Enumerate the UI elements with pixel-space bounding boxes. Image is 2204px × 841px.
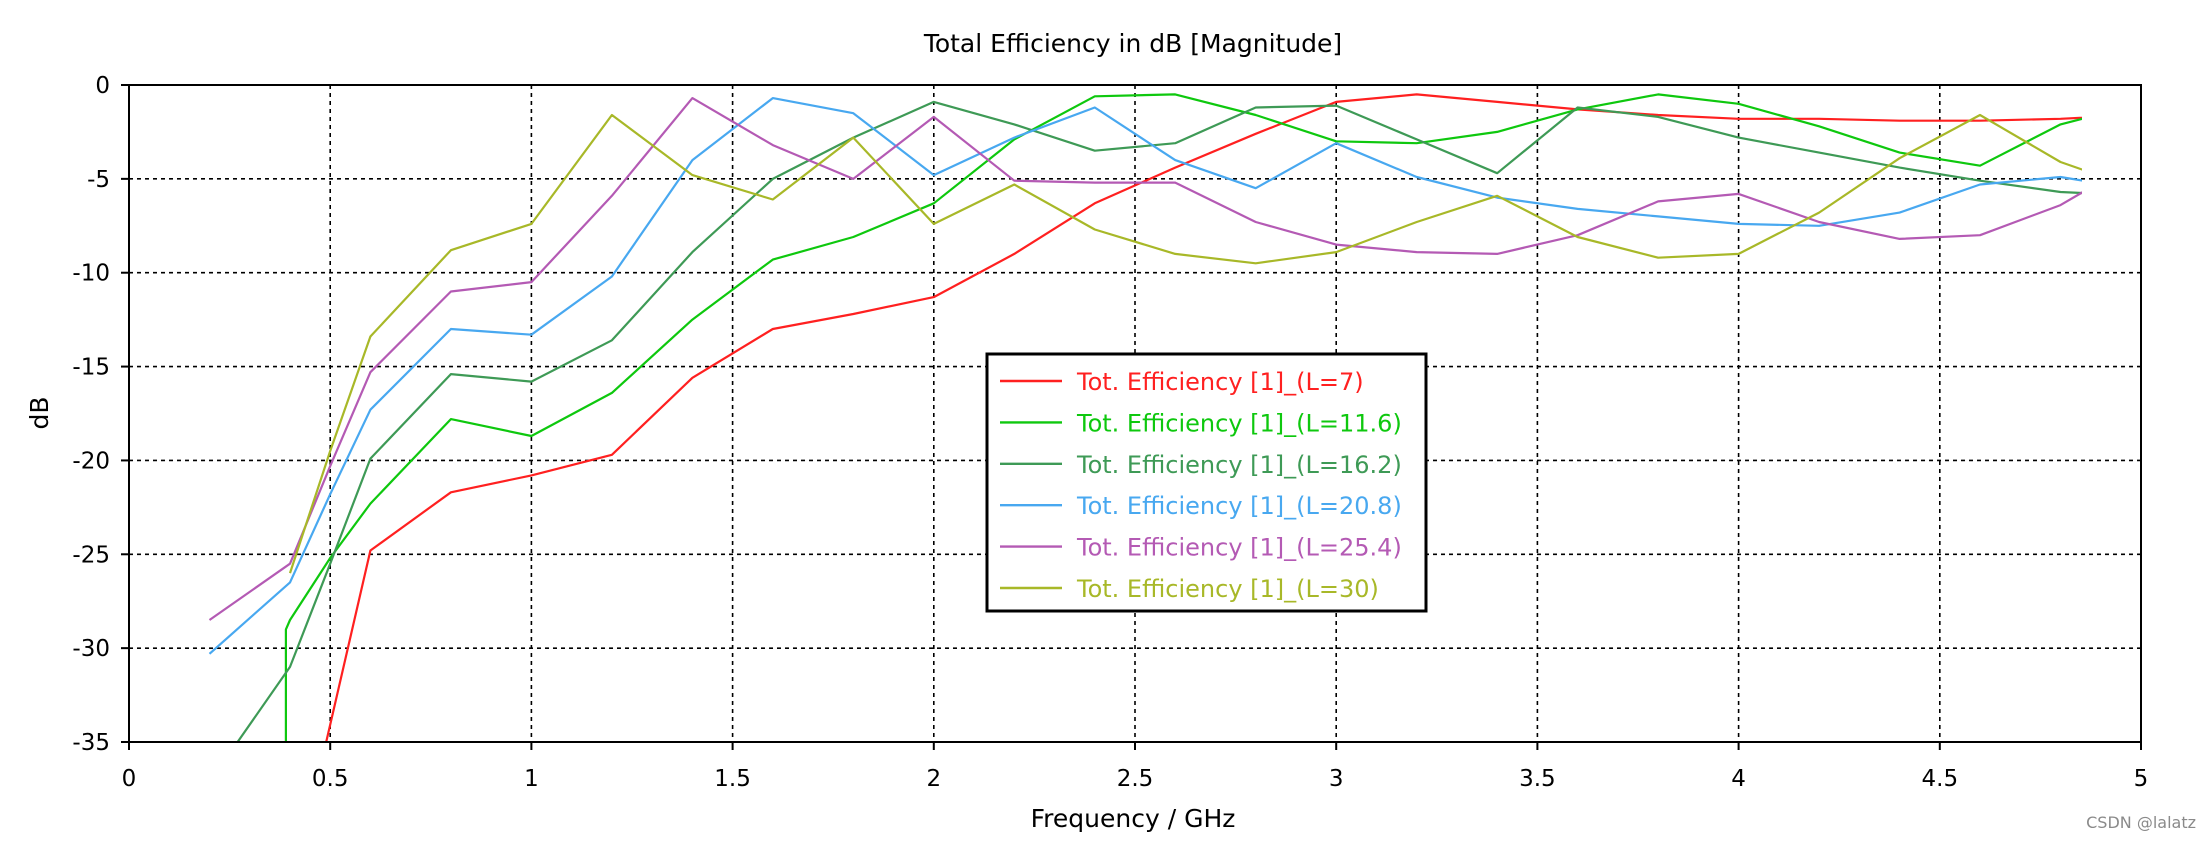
x-tick-label: 5	[2134, 766, 2149, 792]
x-tick-label: 2	[926, 766, 941, 792]
y-axis: 0 -5 -10 -15 -20 -25 -30 -35	[72, 73, 129, 756]
y-axis-title: dB	[25, 396, 54, 429]
y-tick-label: -25	[72, 542, 110, 568]
x-tick-label: 0.5	[312, 766, 349, 792]
watermark: CSDN @lalatz	[2086, 813, 2196, 832]
legend-label: Tot. Efficiency [1]_(L=16.2)	[1076, 451, 1402, 479]
legend-box	[985, 352, 1428, 613]
x-axis-title: Frequency / GHz	[1031, 804, 1236, 833]
series-line-5	[208, 97, 2082, 621]
x-tick-label: 4.5	[1922, 766, 1959, 792]
series-line-6	[288, 113, 2082, 574]
series-line-1	[325, 93, 2082, 742]
series-line-4	[208, 97, 2082, 655]
legend-label: Tot. Efficiency [1]_(L=11.6)	[1076, 409, 1402, 437]
x-axis: 0 0.5 1 1.5 2 2.5 3 3.5 4 4.5 5	[122, 742, 2149, 792]
chart-title: Total Efficiency in dB [Magnitude]	[923, 29, 1342, 58]
legend-label: Tot. Efficiency [1]_(L=7)	[1076, 368, 1364, 396]
series-line-3	[236, 100, 2082, 742]
series-group	[208, 93, 2082, 742]
y-tick-label: -5	[87, 167, 110, 193]
y-tick-label: -30	[72, 636, 110, 662]
legend: Tot. Efficiency [1]_(L=7) Tot. Efficiency…	[985, 352, 1428, 613]
x-tick-label: 1.5	[714, 766, 751, 792]
legend-label: Tot. Efficiency [1]_(L=25.4)	[1076, 534, 1402, 562]
x-tick-label: 3	[1329, 766, 1344, 792]
series-line-2	[284, 93, 2082, 742]
y-tick-label: -10	[72, 261, 110, 287]
x-tick-label: 2.5	[1117, 766, 1154, 792]
legend-label: Tot. Efficiency [1]_(L=30)	[1076, 575, 1379, 603]
x-tick-label: 1	[524, 766, 539, 792]
x-tick-label: 4	[1731, 766, 1746, 792]
y-tick-label: -35	[72, 730, 110, 756]
y-tick-label: -15	[72, 355, 110, 381]
legend-label: Tot. Efficiency [1]_(L=20.8)	[1076, 492, 1402, 520]
x-tick-label: 0	[122, 766, 137, 792]
x-tick-label: 3.5	[1519, 766, 1556, 792]
y-tick-label: -20	[72, 448, 110, 474]
y-tick-label: 0	[95, 73, 110, 99]
